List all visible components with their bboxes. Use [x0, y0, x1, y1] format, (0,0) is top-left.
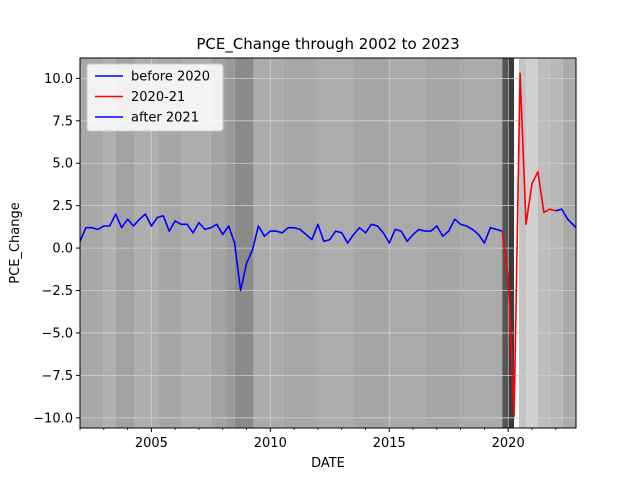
- background-band: [460, 58, 503, 428]
- legend-label: before 2020: [131, 70, 210, 85]
- x-axis: 2005 2010 2015 2020: [79, 428, 557, 451]
- background-band: [282, 58, 318, 428]
- background-band: [103, 58, 116, 428]
- x-tick-label: 2010: [254, 436, 287, 451]
- y-tick-label: −10.0: [33, 411, 73, 426]
- background-band: [549, 58, 563, 428]
- background-band: [225, 58, 235, 428]
- y-tick-label: 10.0: [44, 72, 73, 87]
- chart-title: PCE_Change through 2002 to 2023: [196, 35, 459, 54]
- legend-label: 2020-21: [131, 90, 185, 105]
- background-band: [234, 58, 254, 428]
- y-tick-label: −7.5: [41, 369, 73, 384]
- plot-frame: [79, 57, 577, 429]
- y-axis-title: PCE_Change: [8, 202, 23, 283]
- series-lines: [80, 72, 576, 417]
- y-tick-label: 5.0: [52, 157, 73, 172]
- y-tick-label: 7.5: [52, 114, 73, 129]
- background-band: [210, 58, 226, 428]
- y-tick-label: −2.5: [41, 284, 73, 299]
- background-band: [253, 58, 283, 428]
- x-tick-label: 2015: [373, 436, 406, 451]
- y-tick-label: −5.0: [41, 326, 73, 341]
- background-band: [507, 58, 515, 428]
- background-band: [80, 58, 104, 428]
- x-axis-title: DATE: [311, 456, 345, 471]
- series-line-before-2020: [80, 213, 503, 292]
- legend-box: [86, 63, 224, 132]
- background-band: [518, 58, 527, 428]
- y-tick-label: 2.5: [52, 199, 73, 214]
- background-band: [134, 58, 159, 428]
- background-band: [537, 58, 550, 428]
- legend-label: after 2021: [131, 111, 199, 126]
- background-band: [389, 58, 425, 428]
- background-band: [158, 58, 183, 428]
- y-axis: 10.0 7.5 5.0 2.5 0.0 −2.5 −5.0 −7.5 −10.0: [33, 72, 80, 426]
- x-tick-label: 2005: [135, 436, 168, 451]
- background-band: [562, 58, 576, 428]
- background-band: [353, 58, 390, 428]
- legend: before 2020 2020-21 after 2021: [86, 63, 224, 132]
- series-line-after-2021: [555, 208, 576, 229]
- background-band: [526, 58, 538, 428]
- background-band: [424, 58, 461, 428]
- y-tick-label: 0.0: [52, 242, 73, 257]
- x-tick-label: 2020: [492, 436, 525, 451]
- series-line-2020-21: [501, 72, 557, 417]
- background-band: [502, 58, 508, 428]
- background-band: [115, 58, 135, 428]
